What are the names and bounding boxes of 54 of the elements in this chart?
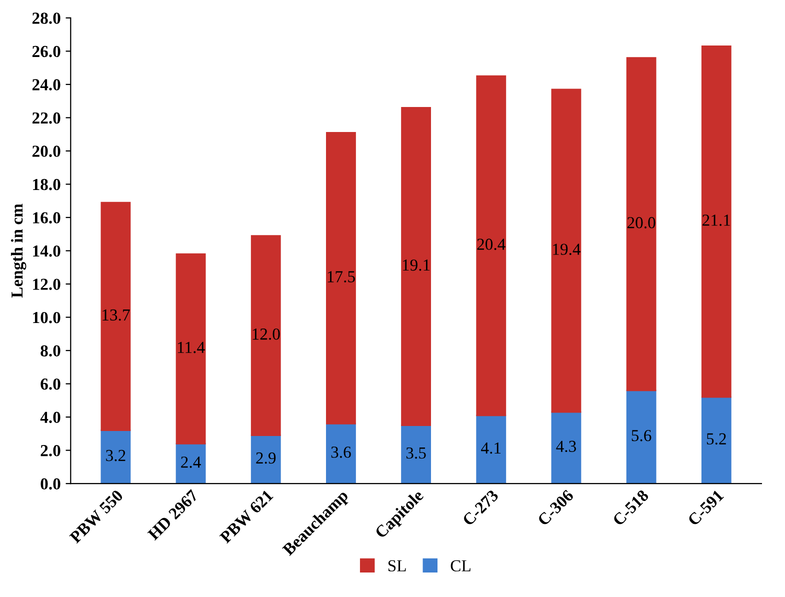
y-tick-label: 26.0 [32, 46, 60, 58]
data-label: 2.9 [256, 452, 276, 464]
y-tick-label: 22.0 [32, 112, 60, 124]
legend-label: CL [450, 560, 470, 572]
bar [401, 424, 432, 484]
bar [100, 430, 131, 484]
y-tick-label: 12.0 [33, 278, 60, 290]
y-tick-label: 6.0 [40, 378, 60, 390]
legend-label: SL [388, 560, 406, 572]
bar [701, 396, 732, 484]
y-tick-label: 2.0 [40, 445, 60, 456]
y-tick-label: 28.0 [32, 12, 60, 24]
bar [401, 107, 432, 426]
y-tick-label: 0.0 [40, 478, 60, 490]
data-label: 3.2 [106, 450, 126, 462]
data-label: 13.7 [102, 309, 130, 321]
data-label: 19.1 [402, 260, 430, 271]
data-label: 11.4 [178, 342, 205, 354]
bar [476, 75, 506, 416]
bar [701, 45, 732, 398]
y-tick-label: 8.0 [40, 345, 60, 357]
data-label: 5.6 [632, 430, 652, 442]
bar [100, 202, 131, 432]
data-label: 2.4 [181, 456, 201, 468]
data-label: 19.4 [553, 244, 581, 255]
data-label: 17.5 [328, 271, 355, 282]
y-tick-label: 24.0 [32, 79, 60, 90]
data-label: 21.1 [702, 214, 730, 226]
data-label: 20.0 [627, 217, 656, 228]
bar [326, 132, 356, 424]
data-label: 3.6 [331, 446, 351, 458]
bar [326, 423, 356, 484]
data-label: 3.5 [406, 447, 426, 459]
data-label: 20.4 [477, 238, 506, 250]
bar [176, 442, 206, 484]
bar [476, 414, 506, 484]
bar [176, 253, 206, 444]
bar [250, 235, 281, 436]
y-axis-title: Length in cm [10, 204, 26, 298]
data-label: 12.0 [252, 328, 280, 340]
bar [626, 57, 656, 392]
y-tick-label: 4.0 [40, 412, 60, 424]
bar [250, 434, 281, 484]
bar [626, 390, 656, 484]
data-label: 4.3 [556, 440, 576, 452]
data-label: 4.1 [481, 442, 501, 454]
y-tick-label: 14.0 [33, 245, 60, 257]
y-tick-label: 20.0 [32, 146, 60, 157]
bar [551, 411, 582, 484]
y-tick-label: 10.0 [33, 312, 60, 324]
y-tick-label: 16.0 [33, 212, 60, 224]
y-tick-label: 18.0 [33, 178, 60, 190]
data-label: 5.2 [706, 433, 726, 445]
bar [551, 88, 582, 413]
